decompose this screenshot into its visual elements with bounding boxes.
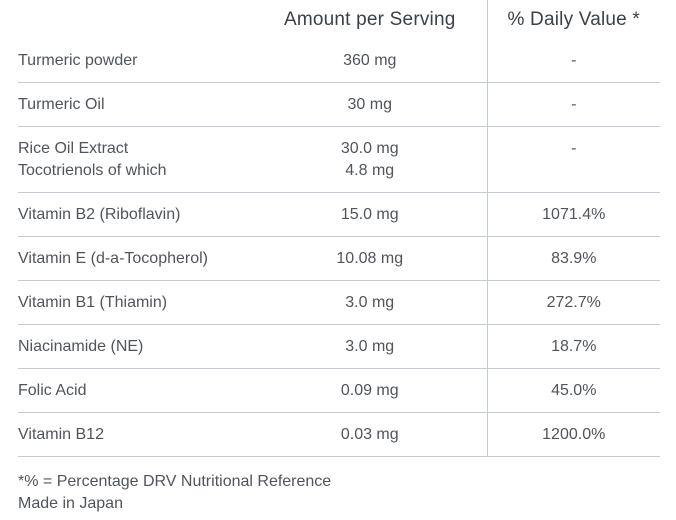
table-row: Folic Acid 0.09 mg 45.0% <box>18 368 660 413</box>
row-amount: 30 mg <box>253 82 487 127</box>
row-amount: 360 mg <box>253 39 487 83</box>
table-row: Niacinamide (NE) 3.0 mg 18.7% <box>18 324 660 369</box>
header-row: Amount per Serving % Daily Value * <box>18 0 660 39</box>
table-row: Turmeric Oil 30 mg - <box>18 82 660 127</box>
row-amount: 15.0 mg <box>253 192 487 237</box>
column-header-ingredient <box>18 0 253 39</box>
row-amount: 0.03 mg <box>253 412 487 457</box>
row-amount: 10.08 mg <box>253 236 487 281</box>
row-label: Turmeric Oil <box>18 82 253 127</box>
row-daily-value: 83.9% <box>486 236 660 281</box>
row-label: Rice Oil Extract Tocotrienols of which <box>18 126 253 193</box>
row-label: Folic Acid <box>18 368 253 413</box>
row-label: Vitamin E (d-a-Tocopherol) <box>18 236 253 281</box>
row-daily-value: - <box>486 126 660 193</box>
row-amount: 0.09 mg <box>253 368 487 413</box>
table-body: Turmeric powder 360 mg - Turmeric Oil 30 mg -… <box>18 39 660 457</box>
row-amount: 3.0 mg <box>253 324 487 369</box>
row-daily-value: 1071.4% <box>486 192 660 237</box>
row-label: Vitamin B12 <box>18 412 253 457</box>
row-daily-value: - <box>486 82 660 127</box>
row-label: Turmeric powder <box>18 39 253 83</box>
table-row: Vitamin B2 (Riboflavin) 15.0 mg 1071.4% <box>18 192 660 237</box>
row-daily-value: 272.7% <box>486 280 660 325</box>
row-amount: 3.0 mg <box>253 280 487 325</box>
row-daily-value: 18.7% <box>486 324 660 369</box>
table-row: Vitamin E (d-a-Tocopherol) 10.08 mg 83.9% <box>18 236 660 281</box>
row-label: Niacinamide (NE) <box>18 324 253 369</box>
nutrition-table: Amount per Serving % Daily Value * Turme… <box>18 0 660 457</box>
row-label: Vitamin B2 (Riboflavin) <box>18 192 253 237</box>
table-header: Amount per Serving % Daily Value * <box>18 0 660 39</box>
row-label: Vitamin B1 (Thiamin) <box>18 280 253 325</box>
row-daily-value: 1200.0% <box>486 412 660 457</box>
row-amount: 30.0 mg 4.8 mg <box>253 126 487 193</box>
row-daily-value: 45.0% <box>486 368 660 413</box>
table-row: Vitamin B1 (Thiamin) 3.0 mg 272.7% <box>18 280 660 325</box>
table-row: Rice Oil Extract Tocotrienols of which 30… <box>18 126 660 193</box>
column-header-daily-value: % Daily Value * <box>486 0 660 39</box>
table-row: Vitamin B12 0.03 mg 1200.0% <box>18 412 660 457</box>
column-header-amount: Amount per Serving <box>283 9 456 30</box>
row-daily-value: - <box>486 39 660 83</box>
table-row: Turmeric powder 360 mg - <box>18 39 660 83</box>
footnotes: *% = Percentage DRV Nutritional Referenc… <box>18 471 660 515</box>
footnote-origin: Made in Japan <box>18 495 123 512</box>
footnote-drv-reference: *% = Percentage DRV Nutritional Referenc… <box>18 473 332 490</box>
